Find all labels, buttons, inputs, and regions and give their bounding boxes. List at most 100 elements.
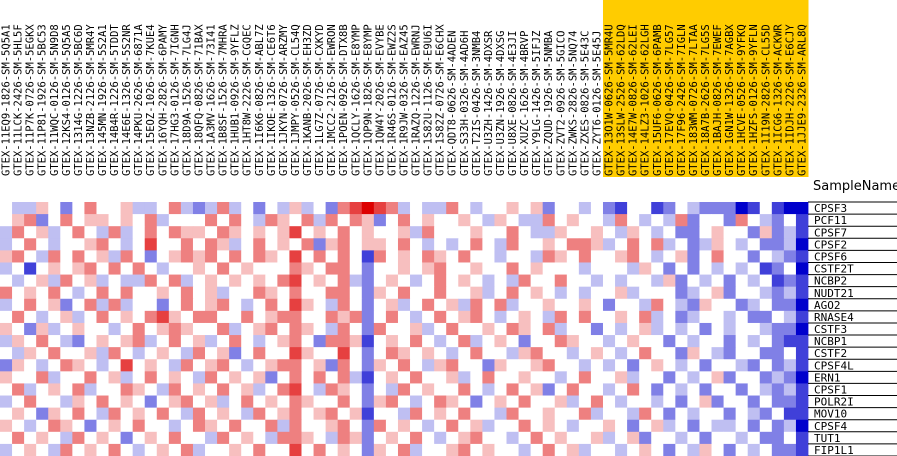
heatmap-cell — [156, 359, 170, 372]
heatmap-cell — [265, 286, 278, 300]
heatmap-cell — [301, 250, 314, 263]
heatmap-cell — [192, 202, 206, 215]
heatmap-cell — [229, 443, 242, 456]
heatmap-cell — [96, 395, 109, 409]
column-label: GTEX-1JKYN-0726-SM-ARZMY — [278, 24, 290, 176]
heatmap-cell — [470, 202, 483, 215]
heatmap-cell — [627, 298, 640, 312]
heatmap-cell — [723, 274, 737, 288]
heatmap-cell — [470, 335, 483, 348]
heatmap-cell — [422, 431, 435, 445]
heatmap-cell — [132, 226, 146, 239]
heatmap-cell — [627, 238, 640, 251]
heatmap-cell — [410, 322, 423, 336]
heatmap-cell — [506, 214, 519, 227]
heatmap-cell — [651, 286, 664, 300]
heatmap-cell — [385, 371, 399, 384]
heatmap-cell — [651, 250, 664, 263]
heatmap-cell — [602, 202, 616, 215]
heatmap-cell — [24, 419, 37, 433]
heatmap-cell — [385, 383, 399, 396]
heatmap-cell — [590, 383, 604, 396]
heatmap-cell — [36, 274, 49, 288]
heatmap-cell — [156, 347, 170, 360]
column-label: GTEX-13SLW-2526-SM-62LDQ — [616, 24, 628, 176]
heatmap-cell — [205, 443, 218, 456]
heatmap-cell — [410, 226, 423, 239]
heatmap-cell — [301, 347, 314, 360]
heatmap-cell — [108, 202, 121, 215]
column-label: GTEX-1IDJH-2226-SM-E6CJY — [784, 24, 796, 176]
heatmap-cell — [60, 383, 73, 396]
heatmap-cell — [241, 419, 254, 433]
heatmap-cell — [675, 335, 688, 348]
heatmap-cell — [108, 274, 121, 288]
heatmap-cell — [36, 383, 49, 396]
heatmap-cell — [241, 202, 254, 215]
heatmap-cell — [518, 262, 532, 275]
heatmap-cell — [72, 226, 85, 239]
heatmap-cell — [663, 250, 676, 263]
heatmap-cell — [192, 262, 206, 275]
heatmap-cell — [482, 262, 495, 275]
heatmap-cell — [253, 310, 266, 324]
heatmap-cell — [156, 371, 170, 384]
heatmap-cell — [144, 443, 158, 456]
heatmap-cell — [747, 310, 761, 324]
heatmap-cell — [663, 383, 676, 396]
heatmap-cell — [687, 274, 700, 288]
heatmap-cell — [518, 383, 532, 396]
heatmap-cell — [361, 214, 375, 227]
heatmap-cell — [361, 262, 375, 275]
heatmap-cell — [156, 383, 170, 396]
heatmap-cell — [795, 419, 809, 433]
heatmap-cell — [566, 286, 580, 300]
heatmap-cell — [578, 335, 592, 348]
heatmap-cell — [675, 371, 688, 384]
heatmap-cell — [675, 274, 688, 288]
heatmap-cell — [277, 286, 290, 300]
heatmap-cell — [12, 371, 25, 384]
heatmap-cell — [651, 371, 664, 384]
heatmap-cell — [518, 407, 532, 421]
heatmap-cell — [687, 335, 700, 348]
column-label: GTEX-1R46S-0126-SM-EWZ2S — [386, 24, 398, 176]
heatmap-cell — [132, 383, 146, 396]
heatmap-cell — [0, 395, 13, 409]
column-label: GTEX-ZVT2-0926-SM-5GICO — [555, 31, 567, 176]
heatmap-cell — [156, 262, 170, 275]
heatmap-cell — [566, 226, 580, 239]
heatmap-cell — [12, 274, 25, 288]
heatmap-cell — [458, 443, 471, 456]
heatmap-cell — [590, 407, 604, 421]
heatmap-cell — [385, 335, 399, 348]
heatmap-cell — [192, 419, 206, 433]
heatmap-cell — [554, 310, 568, 324]
heatmap-cell — [84, 310, 97, 324]
heatmap-cell — [108, 431, 121, 445]
heatmap-cell — [771, 238, 785, 251]
heatmap-cell — [313, 383, 327, 396]
column-label: GTEX-1I19N-2826-SM-CL55D — [760, 24, 772, 176]
row-label: POLR2I — [814, 396, 854, 409]
heatmap-cell — [615, 286, 628, 300]
heatmap-cell — [60, 262, 73, 275]
heatmap-cell — [783, 298, 797, 312]
heatmap-cell — [615, 407, 628, 421]
heatmap-cell — [602, 286, 616, 300]
column-label: GTEX-XUZC-1626-SM-4BRVP — [519, 31, 531, 176]
heatmap-cell — [192, 250, 206, 263]
heatmap-cell — [265, 226, 278, 239]
heatmap-cell — [12, 202, 25, 215]
heatmap-cell — [180, 214, 194, 227]
heatmap-cell — [48, 395, 61, 409]
heatmap-cell — [48, 347, 61, 360]
heatmap-cell — [723, 431, 737, 445]
heatmap-cell — [217, 395, 230, 409]
heatmap-cell — [530, 286, 544, 300]
heatmap-cell — [494, 347, 507, 360]
heatmap-cell — [229, 359, 242, 372]
heatmap-cell — [120, 395, 134, 409]
heatmap-cell — [627, 262, 640, 275]
heatmap-cell — [361, 395, 375, 409]
